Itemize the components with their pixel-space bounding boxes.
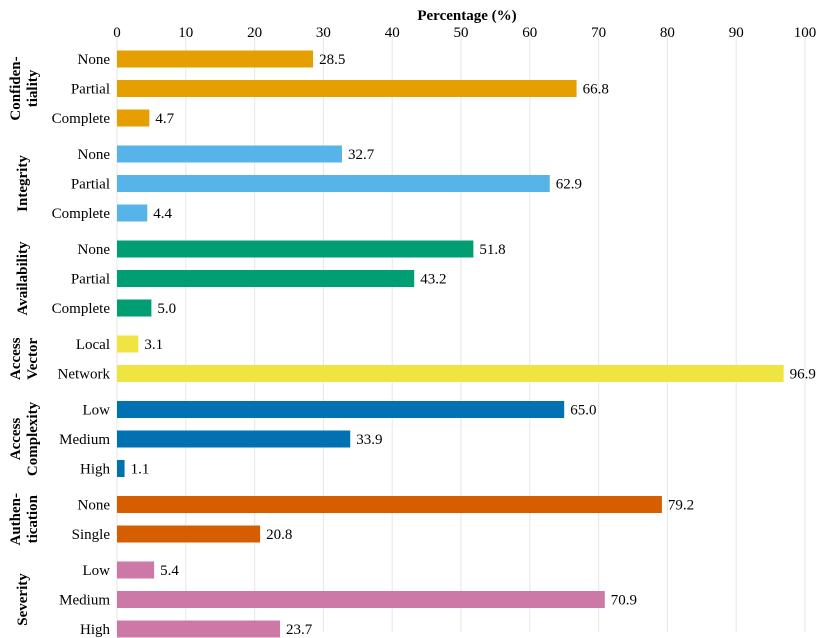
x-tick-label: 80 [660, 25, 675, 41]
bar [117, 109, 150, 127]
gridlines [116, 29, 806, 632]
group-label-line: Access [8, 418, 24, 461]
data-label: 20.8 [266, 527, 292, 543]
bar [117, 145, 342, 163]
bar [117, 335, 139, 353]
bar [117, 525, 261, 543]
data-label: 23.7 [286, 622, 313, 638]
bar [117, 299, 152, 317]
bar [117, 496, 662, 513]
group-label-line: Complexity [25, 401, 41, 476]
x-tick-label: 90 [729, 25, 744, 41]
category-label: None [78, 52, 111, 68]
data-label: 4.4 [153, 206, 172, 222]
category-label: Complete [52, 206, 111, 222]
bar [117, 401, 565, 418]
x-tick-label: 100 [794, 25, 817, 41]
x-tick-label: 40 [385, 25, 400, 41]
bar [117, 460, 125, 477]
category-label: Partial [71, 272, 110, 288]
bars: None 28.5 Partial 66.8 Complete 4.7 None 32.7 Pa… [52, 50, 816, 638]
category-label: Low [83, 563, 111, 579]
group-label: Severity [15, 573, 31, 626]
category-label: None [78, 242, 111, 258]
category-label: Network [58, 367, 111, 383]
category-label: None [78, 498, 111, 514]
bar [117, 175, 550, 192]
data-label: 70.9 [611, 593, 637, 609]
category-label: Complete [52, 301, 111, 317]
data-label: 66.8 [583, 82, 609, 98]
data-label: 62.9 [556, 177, 582, 193]
data-label: 79.2 [668, 498, 694, 514]
group-label-line: Vector [25, 337, 41, 379]
x-tick-label: 70 [591, 25, 606, 41]
x-axis-ticks: 0 10 20 30 40 50 60 70 80 90 100 [113, 25, 816, 41]
data-label: 96.9 [790, 367, 816, 383]
category-label: High [80, 462, 111, 478]
category-label: None [78, 147, 111, 163]
bar [117, 50, 314, 68]
category-label: Medium [59, 593, 110, 609]
category-label: Partial [71, 82, 110, 98]
group-label-line: Integrity [15, 155, 31, 212]
x-tick-label: 20 [247, 25, 262, 41]
category-label: Medium [59, 432, 110, 448]
group-label-line: Confiden- [8, 56, 24, 120]
group-label: AccessComplexity [8, 401, 41, 476]
bar [117, 365, 784, 382]
data-label: 5.0 [157, 301, 176, 317]
data-label: 33.9 [356, 432, 382, 448]
group-label-line: tiality [25, 69, 41, 107]
data-label: 1.1 [131, 462, 150, 478]
group-label-line: Severity [15, 573, 31, 626]
bar [117, 620, 281, 638]
groups: Confiden-tiality Integrity Availability Acc… [8, 56, 41, 625]
group-label-line: Authen- [8, 493, 24, 546]
group-label: Integrity [15, 155, 31, 212]
category-label: Partial [71, 177, 110, 193]
x-axis-title: Percentage (%) [417, 8, 516, 24]
data-label: 3.1 [144, 337, 163, 353]
x-tick-label: 0 [113, 25, 121, 41]
group-label: Availability [15, 241, 31, 315]
data-label: 32.7 [348, 147, 375, 163]
group-label-line: Availability [15, 241, 31, 315]
x-tick-label: 50 [454, 25, 469, 41]
group-label: Authen-tication [8, 493, 41, 546]
bar [117, 591, 605, 608]
bar [117, 240, 474, 258]
data-label: 28.5 [319, 52, 345, 68]
bar [117, 204, 148, 222]
x-tick-label: 60 [522, 25, 537, 41]
data-label: 5.4 [160, 563, 179, 579]
data-label: 4.7 [155, 111, 174, 127]
bar [117, 270, 415, 287]
x-tick-label: 10 [178, 25, 193, 41]
data-label: 65.0 [570, 403, 596, 419]
category-label: High [80, 622, 111, 638]
bar [117, 561, 155, 579]
category-label: Local [76, 337, 110, 353]
category-label: Complete [52, 111, 111, 127]
category-label: Single [72, 527, 111, 543]
group-label-line: Access [8, 337, 24, 380]
category-label: Low [83, 403, 111, 419]
group-label-line: tication [25, 494, 41, 543]
x-tick-label: 30 [316, 25, 331, 41]
group-label: Confiden-tiality [8, 56, 41, 120]
data-label: 51.8 [479, 242, 505, 258]
group-label: AccessVector [8, 337, 41, 380]
bar [117, 430, 351, 448]
data-label: 43.2 [420, 272, 446, 288]
bar [117, 80, 577, 97]
